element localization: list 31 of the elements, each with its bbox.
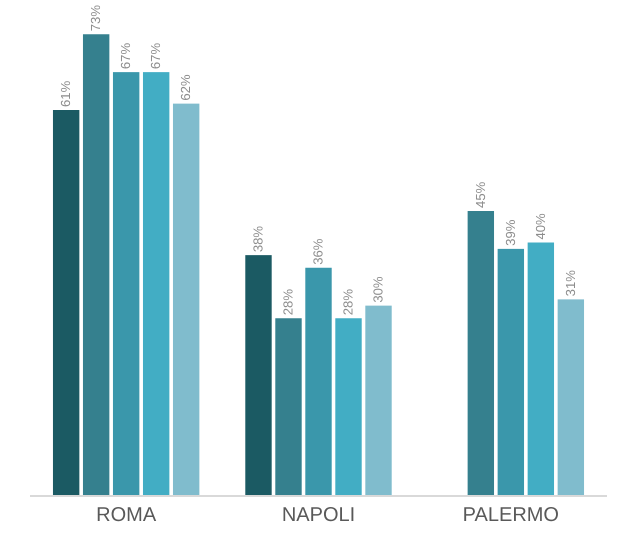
bar [498, 248, 524, 495]
data-label: 28% [340, 288, 356, 316]
bar [365, 306, 392, 495]
x-tick-label: PALERMO [462, 504, 559, 526]
data-label: 28% [280, 288, 296, 316]
bar [335, 318, 362, 495]
data-label: 61% [58, 80, 74, 107]
data-label: 36% [310, 238, 326, 265]
data-label: 31% [562, 270, 578, 296]
bar [82, 34, 110, 495]
bar [305, 268, 332, 495]
data-label: 67% [148, 42, 164, 70]
data-label: 39% [502, 219, 518, 246]
bar [275, 318, 302, 495]
data-label: 30% [370, 276, 386, 303]
bar [558, 299, 584, 495]
bar [468, 210, 494, 495]
data-label: 73% [88, 4, 104, 32]
data-label: 45% [472, 181, 488, 208]
bar [142, 72, 170, 495]
data-label: 62% [178, 74, 194, 101]
bar [112, 72, 140, 495]
bar [245, 255, 272, 495]
bar [172, 104, 200, 495]
data-label: 38% [250, 226, 266, 252]
x-tick-label: ROMA [96, 504, 157, 526]
x-tick-label: NAPOLI [282, 504, 356, 526]
bar [52, 110, 80, 495]
bar [528, 242, 554, 495]
data-label: 40% [532, 212, 548, 240]
data-label: 67% [118, 42, 134, 70]
